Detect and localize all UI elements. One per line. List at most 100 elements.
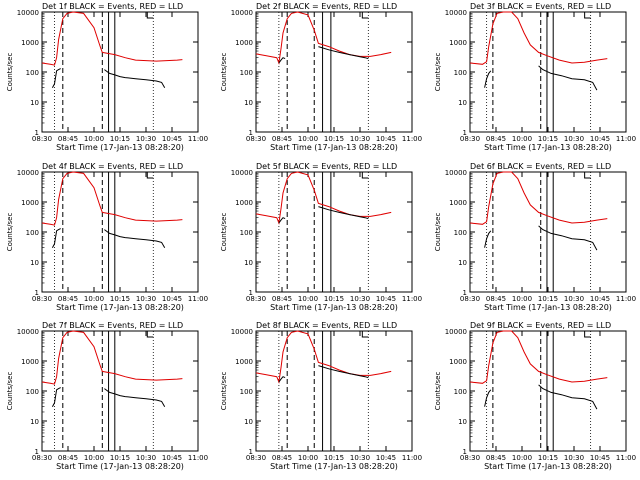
y-tick-label: 100 [240, 229, 253, 237]
chart-title: Det 8f BLACK = Events, RED = LLD [256, 321, 397, 330]
x-tick-label: 08:30 [246, 135, 266, 143]
x-tick-label: 10:30 [350, 295, 370, 303]
chart-title: Det 4f BLACK = Events, RED = LLD [42, 162, 183, 171]
y-tick-label: 1000 [235, 199, 253, 207]
y-tick-label: 1000 [21, 358, 39, 366]
x-tick-label: 10:00 [298, 135, 318, 143]
y-tick-label: 100 [26, 229, 39, 237]
x-tick-label: 10:00 [512, 295, 532, 303]
x-tick-label: 08:45 [272, 295, 292, 303]
x-tick-label: 11:00 [402, 295, 422, 303]
x-tick-label: 10:30 [136, 135, 156, 143]
y-tick-label: 1000 [21, 199, 39, 207]
events-series-line-segment-2 [104, 229, 166, 248]
chart-panel-1: Det 1f BLACK = Events, RED = LLD 1 10 100 10… [6, 2, 208, 152]
y-tick-label: 10000 [231, 328, 253, 336]
bracket-marker [584, 331, 591, 338]
y-tick-label: 1000 [449, 358, 467, 366]
x-tick-label: 08:45 [486, 454, 506, 462]
events-series-line [51, 228, 61, 248]
x-tick-label: 08:30 [460, 295, 480, 303]
chart-panel-4: Det 4f BLACK = Events, RED = LLD 1 10 100 10… [6, 162, 208, 312]
x-tick-label: 11:00 [616, 135, 636, 143]
x-tick-label: 08:30 [32, 454, 52, 462]
lld-series-line [469, 171, 608, 225]
x-tick-label: 10:30 [136, 295, 156, 303]
x-axis-label: Start Time (17-Jan-13 08:28:20) [270, 462, 398, 471]
x-tick-label: 08:45 [272, 454, 292, 462]
y-tick-label: 10 [458, 259, 467, 267]
x-tick-label: 10:00 [84, 295, 104, 303]
x-tick-label: 10:15 [538, 454, 558, 462]
x-tick-label: 11:00 [402, 135, 422, 143]
chart-panel-8: Det 8f BLACK = Events, RED = LLD 1 10 100 10… [220, 321, 422, 471]
y-tick-label: 1000 [449, 199, 467, 207]
bracket-marker [361, 172, 369, 179]
events-series-line [484, 389, 492, 407]
x-tick-label: 08:30 [32, 135, 52, 143]
bracket-marker [584, 172, 591, 179]
x-tick-label: 10:45 [162, 295, 182, 303]
x-tick-label: 10:45 [376, 454, 396, 462]
x-tick-label: 10:45 [590, 135, 610, 143]
chart-title: Det 3f BLACK = Events, RED = LLD [470, 2, 611, 11]
y-tick-label: 1 [35, 129, 39, 137]
events-series-line [278, 376, 286, 383]
plot-frame [41, 11, 199, 133]
y-tick-label: 1 [35, 289, 39, 297]
y-tick-label: 100 [454, 388, 467, 396]
y-tick-label: 100 [454, 69, 467, 77]
x-tick-label: 11:00 [616, 454, 636, 462]
x-axis-label: Start Time (17-Jan-13 08:28:20) [484, 303, 612, 312]
bracket-marker [146, 12, 154, 19]
lld-series-line [255, 11, 392, 65]
lld-series-line [41, 330, 183, 385]
plot-frame [255, 11, 413, 133]
chart-panel-9: Det 9f BLACK = Events, RED = LLD 1 10 100 10… [434, 321, 636, 471]
y-axis-label: Counts/sec [220, 53, 228, 92]
events-series-line-segment-2 [318, 365, 369, 379]
x-tick-label: 10:15 [324, 135, 344, 143]
x-tick-label: 10:00 [298, 295, 318, 303]
chart-title: Det 9f BLACK = Events, RED = LLD [470, 321, 611, 330]
events-series-line [278, 57, 286, 64]
y-tick-label: 10000 [445, 169, 467, 177]
y-tick-label: 100 [26, 69, 39, 77]
y-tick-label: 10000 [445, 9, 467, 17]
y-tick-label: 1 [249, 129, 253, 137]
chart-panel-2: Det 2f BLACK = Events, RED = LLD 1 10 100 10… [220, 2, 422, 152]
x-tick-label: 11:00 [402, 454, 422, 462]
x-tick-label: 10:00 [84, 454, 104, 462]
y-tick-label: 10 [30, 418, 39, 426]
x-tick-label: 08:30 [460, 135, 480, 143]
x-tick-label: 11:00 [188, 454, 208, 462]
events-series-line [51, 68, 61, 88]
x-tick-label: 10:15 [324, 295, 344, 303]
plot-frame [255, 171, 413, 293]
y-axis-label: Counts/sec [220, 213, 228, 252]
x-tick-label: 10:15 [538, 295, 558, 303]
y-tick-label: 1000 [449, 39, 467, 47]
lld-series-line [255, 171, 392, 225]
y-tick-label: 1000 [235, 39, 253, 47]
y-axis-label: Counts/sec [434, 213, 442, 252]
x-tick-label: 08:45 [58, 295, 78, 303]
y-tick-label: 100 [240, 388, 253, 396]
y-tick-label: 100 [454, 229, 467, 237]
x-tick-label: 10:00 [512, 454, 532, 462]
lld-series-line [41, 11, 183, 66]
events-series-line-segment-2 [104, 388, 166, 407]
x-tick-label: 10:45 [376, 135, 396, 143]
chart-title: Det 6f BLACK = Events, RED = LLD [470, 162, 611, 171]
x-tick-label: 08:45 [58, 135, 78, 143]
y-tick-label: 10000 [17, 9, 39, 17]
chart-title: Det 5f BLACK = Events, RED = LLD [256, 162, 397, 171]
x-axis-label: Start Time (17-Jan-13 08:28:20) [270, 143, 398, 152]
events-series-line-segment-2 [104, 69, 166, 88]
y-tick-label: 10 [244, 99, 253, 107]
x-axis-label: Start Time (17-Jan-13 08:28:20) [56, 303, 184, 312]
bracket-marker [146, 331, 154, 338]
y-tick-label: 10 [458, 99, 467, 107]
x-tick-label: 10:45 [376, 295, 396, 303]
x-tick-label: 10:15 [110, 454, 130, 462]
